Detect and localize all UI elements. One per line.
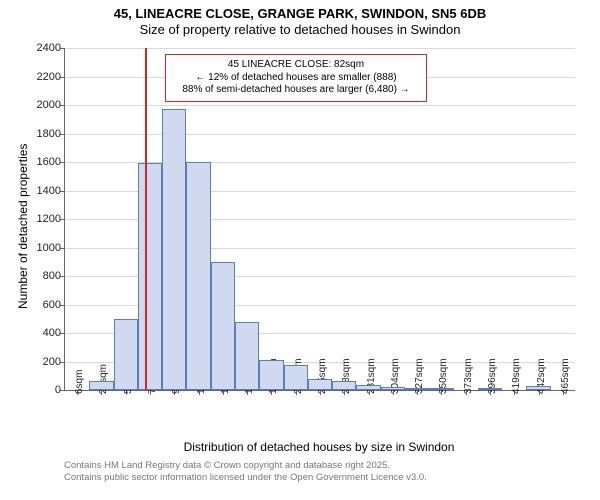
plot-area: 0200400600800100012001400160018002000220… — [64, 48, 575, 391]
y-tick-label: 400 — [43, 327, 65, 339]
annotation-line: 88% of semi-detached houses are larger (… — [172, 84, 420, 97]
histogram-bar — [478, 388, 502, 390]
footer-attribution: Contains HM Land Registry data © Crown c… — [64, 460, 427, 484]
histogram-bar — [405, 388, 429, 390]
chart-container: { "title": { "line1": "45, LINEACRE CLOS… — [0, 0, 600, 500]
annotation-line: ← 12% of detached houses are smaller (88… — [172, 72, 420, 85]
gridline-h — [65, 134, 575, 135]
histogram-bar — [332, 381, 356, 390]
y-tick-label: 200 — [43, 356, 65, 368]
footer-line-1: Contains HM Land Registry data © Crown c… — [64, 460, 427, 472]
histogram-bar — [356, 385, 380, 390]
annotation-line: 45 LINEACRE CLOSE: 82sqm — [172, 59, 420, 72]
chart-title: 45, LINEACRE CLOSE, GRANGE PARK, SWINDON… — [0, 0, 600, 39]
y-axis-label: Number of detached properties — [16, 144, 30, 309]
x-tick-label: 373sqm — [463, 358, 474, 394]
histogram-bar — [284, 365, 308, 390]
y-tick-label: 0 — [55, 384, 65, 396]
histogram-bar — [235, 322, 259, 390]
histogram-bar — [259, 360, 283, 390]
histogram-bar — [381, 387, 405, 390]
footer-line-2: Contains public sector information licen… — [64, 472, 427, 484]
histogram-bar — [162, 109, 186, 390]
y-tick-label: 800 — [43, 270, 65, 282]
y-tick-label: 1200 — [37, 213, 65, 225]
y-tick-label: 1000 — [37, 242, 65, 254]
y-tick-label: 2400 — [37, 42, 65, 54]
gridline-h — [65, 48, 575, 49]
histogram-bar — [308, 379, 332, 390]
y-tick-label: 1800 — [37, 128, 65, 140]
annotation-box: 45 LINEACRE CLOSE: 82sqm← 12% of detache… — [165, 54, 427, 102]
histogram-bar — [138, 163, 162, 390]
gridline-h — [65, 105, 575, 106]
x-tick-label: 419sqm — [511, 358, 522, 394]
histogram-bar — [186, 162, 210, 390]
y-tick-label: 1600 — [37, 156, 65, 168]
histogram-bar — [211, 262, 235, 390]
y-tick-label: 600 — [43, 299, 65, 311]
histogram-bar — [114, 319, 138, 390]
x-tick-label: 465sqm — [560, 358, 571, 394]
title-line-2: Size of property relative to detached ho… — [0, 22, 600, 38]
y-tick-label: 1400 — [37, 185, 65, 197]
y-tick-label: 2200 — [37, 71, 65, 83]
histogram-bar — [526, 386, 550, 390]
marker-line — [145, 48, 147, 390]
histogram-bar — [429, 388, 453, 390]
x-tick-label: 6sqm — [74, 370, 85, 394]
histogram-bar — [89, 381, 113, 390]
title-line-1: 45, LINEACRE CLOSE, GRANGE PARK, SWINDON… — [0, 6, 600, 22]
y-tick-label: 2000 — [37, 99, 65, 111]
x-axis-label: Distribution of detached houses by size … — [64, 440, 574, 454]
